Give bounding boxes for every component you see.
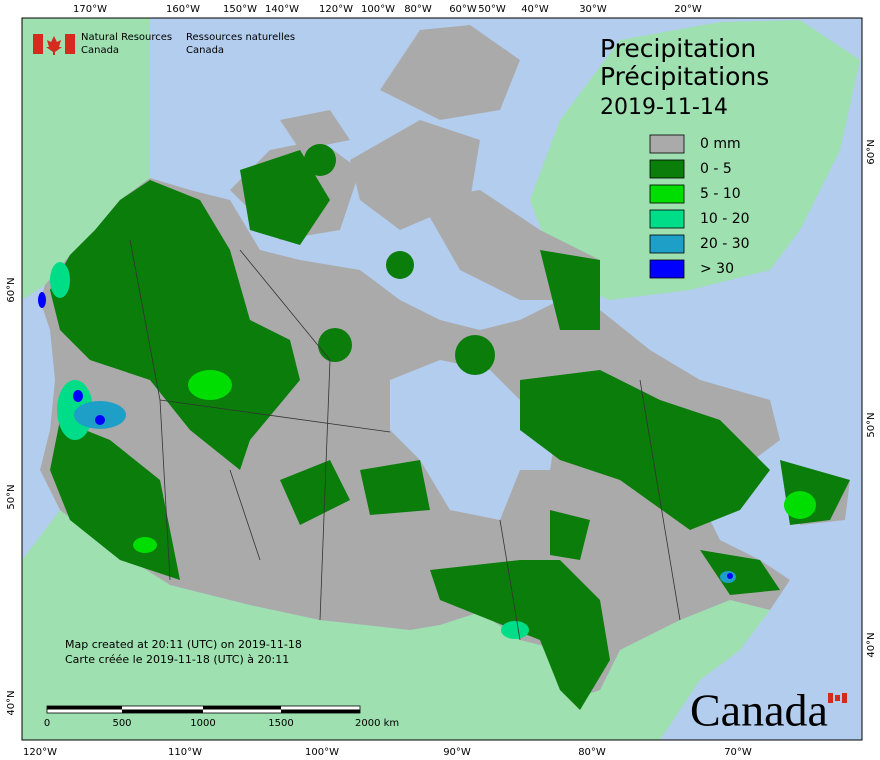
date: 2019-11-14 (600, 95, 728, 120)
graticule-label: 100°W (305, 747, 339, 758)
precip-0-5 (50, 144, 850, 710)
nrcan-logo (33, 34, 75, 55)
west-patch (50, 180, 300, 470)
alaska (22, 18, 150, 300)
quebec-south-patch (550, 510, 590, 560)
patch (95, 415, 105, 425)
province-lines (129, 239, 681, 641)
patch (455, 335, 495, 375)
graticule-label: 40°W (521, 4, 549, 15)
prairie-patch (280, 460, 350, 525)
legend-swatch (649, 259, 685, 279)
frame (21, 17, 863, 741)
legend-swatch (649, 184, 685, 204)
graticule-label: 40°N (866, 632, 877, 657)
ontario-patch (430, 560, 610, 710)
maple-leaf (46, 36, 62, 55)
wordmark: Canada (690, 685, 828, 736)
patch (50, 262, 70, 298)
agency-en: Natural Resources (81, 32, 172, 43)
wordmark-flag (828, 693, 847, 703)
boundaries (129, 239, 681, 641)
graticule-label: 120°W (23, 747, 57, 758)
patch (386, 251, 414, 279)
united-states (22, 510, 770, 740)
footer-en: Map created at 20:11 (UTC) on 2019-11-18 (65, 638, 302, 651)
scale-segment (47, 706, 122, 710)
legend-swatch (649, 134, 685, 154)
graticule-label: 150°W (223, 4, 257, 15)
greenland (530, 20, 860, 300)
graticule-label: 90°W (443, 747, 471, 758)
patch (501, 621, 529, 639)
legend-label: 0 mm (700, 136, 741, 152)
graticule-label: 60°N (6, 277, 17, 302)
flag-bar (828, 693, 833, 703)
graticule-label: 50°W (478, 4, 506, 15)
graticule-label: 20°W (674, 4, 702, 15)
legend-label: 5 - 10 (700, 186, 741, 202)
graticule-label: 70°W (724, 747, 752, 758)
patch (318, 328, 352, 362)
hudson-bay (390, 360, 560, 520)
patch (188, 370, 232, 400)
patch (38, 292, 46, 308)
graticule-label: 120°W (319, 4, 353, 15)
scale-label: 0 (44, 718, 50, 729)
agency-fr: Canada (186, 45, 224, 56)
graticule-label: 60°W (449, 4, 477, 15)
graticule-label: 30°W (579, 4, 607, 15)
footer-fr: Carte créée le 2019-11-18 (UTC) à 20:11 (65, 653, 289, 666)
graticule-label: 60°N (866, 139, 877, 164)
legend-swatch (649, 234, 685, 254)
scale-label: 2000 km (355, 718, 399, 729)
graticule-label: 50°N (6, 484, 17, 509)
precip-higher (38, 262, 816, 639)
legend-label: > 30 (700, 261, 734, 277)
scale-bar (46, 705, 361, 714)
scale-label: 1000 (190, 718, 215, 729)
graticule-label: 80°W (404, 4, 432, 15)
scale-label: 1500 (268, 718, 293, 729)
legend: 0 mm 0 - 5 5 - 10 10 - 20 20 - 30 > 30 (649, 134, 750, 279)
arctic-island (380, 25, 520, 120)
scale-segment (203, 706, 281, 710)
patch (784, 491, 816, 519)
maritime-patch (700, 550, 780, 595)
patch (304, 144, 336, 176)
manitoba-patch (360, 460, 430, 515)
graticule-label: 110°W (168, 747, 202, 758)
graticule-label: 140°W (265, 4, 299, 15)
maple-leaf (835, 695, 840, 701)
scale-label: 500 (112, 718, 131, 729)
flag-bar (33, 34, 43, 54)
graticule-label: 170°W (73, 4, 107, 15)
graticule-label: 80°W (578, 747, 606, 758)
flag-bar (65, 34, 75, 54)
legend-swatch (649, 209, 685, 229)
scale-segment (281, 709, 360, 713)
arctic-patch (240, 150, 330, 245)
agency-en: Canada (81, 45, 119, 56)
graticule-label: 40°N (6, 690, 17, 715)
flag-bar (842, 693, 847, 703)
legend-label: 0 - 5 (700, 161, 732, 177)
baffin-patch (540, 250, 600, 330)
graticule-label: 100°W (361, 4, 395, 15)
title: Precipitation (600, 34, 756, 63)
graticule-label: 160°W (166, 4, 200, 15)
patch (133, 537, 157, 553)
graticule-label: 50°N (866, 412, 877, 437)
legend-swatch (649, 159, 685, 179)
legend-label: 20 - 30 (700, 236, 750, 252)
arctic-island (280, 110, 350, 150)
patch (727, 573, 733, 579)
title: Précipitations (600, 62, 769, 91)
patch (73, 390, 83, 402)
legend-label: 10 - 20 (700, 211, 750, 227)
scale-segment (122, 709, 203, 713)
quebec-patch (520, 370, 770, 530)
agency-fr: Ressources naturelles (186, 32, 295, 43)
